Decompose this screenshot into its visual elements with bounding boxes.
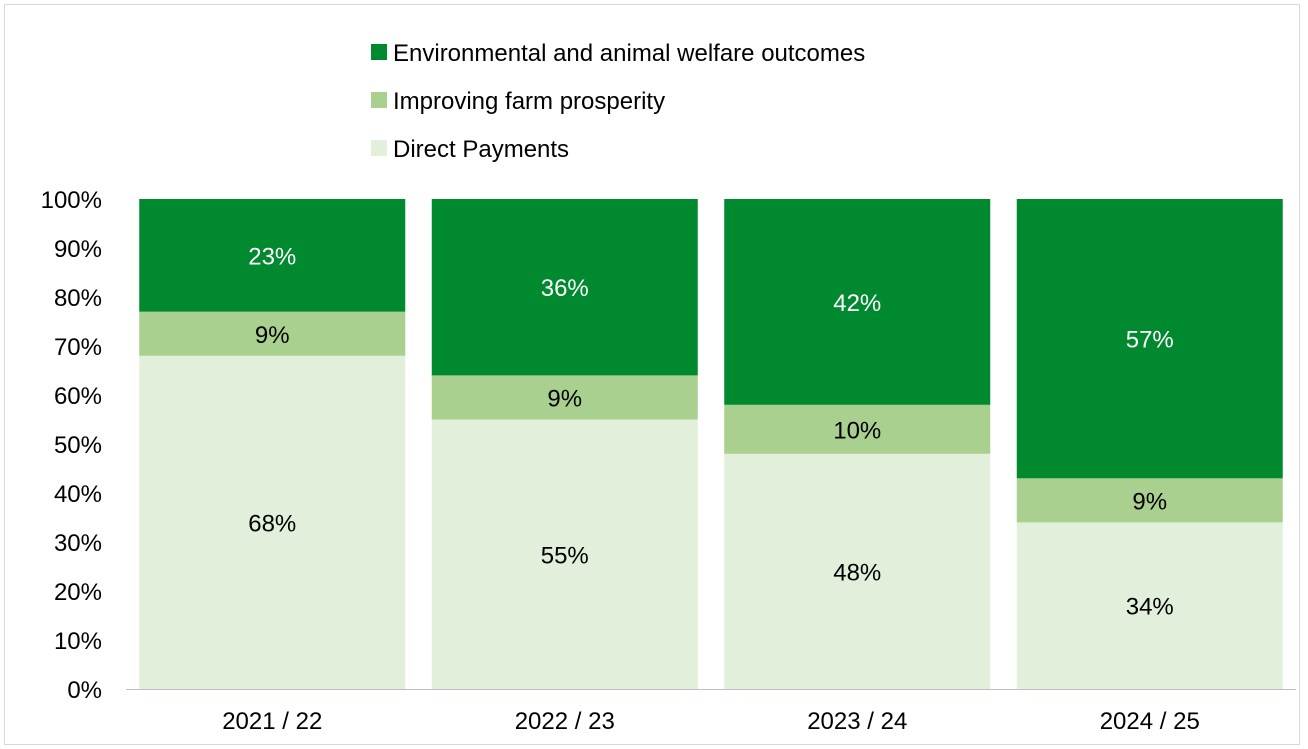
bar-4-direct-payments-label: 34%: [1126, 594, 1174, 621]
y-tick-label-2: 20%: [54, 579, 102, 606]
y-tick-label-1: 10%: [54, 628, 102, 655]
bar-2-direct-payments-label: 55%: [541, 542, 589, 569]
bar-2-environmental-and-animal-welfare-outcomes-label: 36%: [541, 275, 589, 302]
y-tick-label-5: 50%: [54, 432, 102, 459]
bar-1-direct-payments: [139, 355, 406, 689]
bar-1-improving-farm-prosperity: [139, 311, 406, 356]
legend-direct-payments-swatch: [371, 140, 387, 156]
bar-3-environmental-and-animal-welfare-outcomes: [724, 199, 991, 405]
bar-4-environmental-and-animal-welfare-outcomes: [1016, 199, 1283, 479]
x-tick-label-1: 2021 / 22: [222, 708, 322, 735]
bar-4-improving-farm-prosperity-label: 9%: [1132, 488, 1167, 515]
bar-4-environmental-and-animal-welfare-outcomes-label: 57%: [1126, 327, 1174, 354]
y-tick-label-4: 40%: [54, 481, 102, 508]
x-tick-label-4: 2024 / 25: [1100, 708, 1200, 735]
bar-2-direct-payments: [431, 419, 698, 689]
y-tick-label-10: 100%: [41, 187, 102, 214]
y-axis: 0% 10% 20% 30% 40% 50% 60% 70% 80% 90% 100%: [41, 187, 102, 704]
x-axis: 2021 / 22 2022 / 23 2023 / 24 2024 / 25: [126, 689, 1296, 735]
legend-environmental-and-animal-welfare-outcomes-label: Environmental and animal welfare outcome…: [393, 40, 865, 67]
legend-improving-farm-prosperity-swatch: [371, 92, 387, 108]
bar-3-improving-farm-prosperity: [724, 404, 991, 454]
y-tick-label-9: 90%: [54, 236, 102, 263]
bar-2-environmental-and-animal-welfare-outcomes: [431, 199, 698, 376]
x-tick-label-3: 2023 / 24: [807, 708, 907, 735]
bar-4-direct-payments: [1016, 522, 1283, 689]
bars: 68% 9% 23% 55% 9% 36% 48% 10% 42% 34% 9% 57%: [139, 199, 1283, 689]
y-tick-label-7: 70%: [54, 334, 102, 361]
bar-3-direct-payments: [724, 453, 991, 689]
bar-1-improving-farm-prosperity-label: 9%: [255, 322, 290, 349]
bar-3-environmental-and-animal-welfare-outcomes-label: 42%: [833, 290, 881, 317]
bar-1-environmental-and-animal-welfare-outcomes: [139, 199, 406, 312]
y-tick-label-0: 0%: [67, 677, 102, 704]
x-tick-label-2: 2022 / 23: [515, 708, 615, 735]
y-tick-label-3: 30%: [54, 530, 102, 557]
y-tick-label-8: 80%: [54, 285, 102, 312]
bar-3-direct-payments-label: 48%: [833, 559, 881, 586]
legend: Environmental and animal welfare outcome…: [371, 40, 865, 163]
y-tick-label-6: 60%: [54, 383, 102, 410]
bar-4-improving-farm-prosperity: [1016, 478, 1283, 523]
bar-3-improving-farm-prosperity-label: 10%: [833, 417, 881, 444]
bar-2-improving-farm-prosperity-label: 9%: [547, 385, 582, 412]
bar-1-environmental-and-animal-welfare-outcomes-label: 23%: [248, 243, 296, 270]
bar-1-direct-payments-label: 68%: [248, 510, 296, 537]
legend-environmental-and-animal-welfare-outcomes-swatch: [371, 44, 387, 60]
legend-direct-payments-label: Direct Payments: [393, 136, 569, 163]
legend-improving-farm-prosperity-label: Improving farm prosperity: [393, 88, 665, 115]
bar-2-improving-farm-prosperity: [431, 375, 698, 420]
